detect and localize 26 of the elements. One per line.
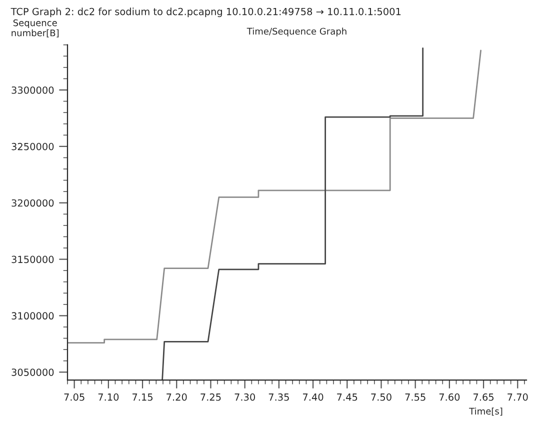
x-axis-title: Time[s] (469, 408, 502, 416)
chart-title: TCP Graph 2: dc2 for sodium to dc2.pcapng 10.10.0.21:49758 → 10.11.0.1:5001 (10, 8, 401, 18)
x-tick-label: 7.25 (200, 393, 221, 401)
y-tick-label: 3300000 (12, 86, 54, 94)
x-tick-label: 7.50 (371, 393, 392, 401)
chart-subtitle: Time/Sequence Graph (246, 28, 346, 36)
y-tick-label: 3200000 (12, 199, 54, 207)
x-tick-label: 7.40 (303, 393, 324, 401)
x-tick-label: 7.30 (234, 393, 256, 401)
x-tick-label: 7.10 (98, 393, 119, 401)
x-tick-label: 7.15 (132, 394, 152, 401)
x-tick-label: 7.45 (337, 394, 358, 401)
x-tick-label: 7.05 (64, 393, 84, 401)
y-axis-title: Sequence number[B] (12, 19, 59, 38)
y-tick-label: 3100000 (12, 312, 54, 320)
x-tick-label: 7.20 (166, 393, 187, 401)
y-tick-label: 3250000 (12, 142, 54, 150)
y-tick-label: 3050000 (12, 368, 54, 376)
x-tick-label: 7.70 (508, 393, 528, 401)
x-tick-label: 7.35 (268, 393, 289, 401)
line-series (162, 48, 424, 380)
x-tick-label: 7.55 (405, 394, 426, 401)
x-tick-label: 7.60 (439, 393, 460, 401)
line-series (68, 50, 482, 344)
y-tick-label: 3150000 (12, 256, 54, 264)
x-tick-label: 7.65 (474, 393, 494, 401)
